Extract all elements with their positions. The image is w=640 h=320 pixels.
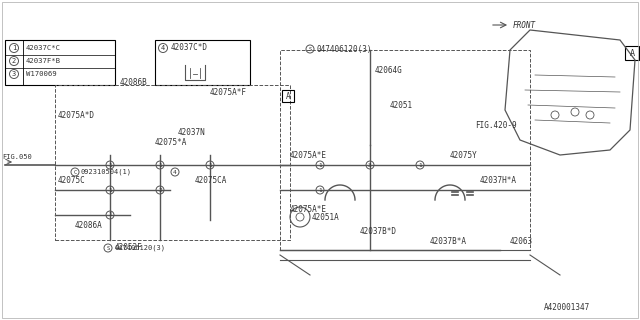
Text: 42075A*E: 42075A*E	[290, 205, 327, 214]
Text: 42075CA: 42075CA	[195, 175, 227, 185]
Text: 2: 2	[158, 188, 162, 193]
Text: A: A	[630, 49, 634, 58]
Text: S: S	[106, 245, 109, 251]
Text: 3: 3	[368, 163, 372, 167]
Text: 1: 1	[108, 188, 112, 193]
Text: 42051A: 42051A	[312, 212, 340, 221]
Text: S: S	[308, 46, 312, 52]
Text: 42086A: 42086A	[75, 220, 103, 229]
Text: 1: 1	[108, 212, 112, 218]
Text: 42075C: 42075C	[58, 175, 86, 185]
Text: 42086B: 42086B	[120, 77, 148, 86]
Text: 1: 1	[418, 163, 422, 167]
Text: 42075A*F: 42075A*F	[210, 87, 247, 97]
Text: FRONT: FRONT	[513, 20, 536, 29]
Text: 1: 1	[208, 163, 212, 167]
Text: 1: 1	[108, 163, 112, 167]
Text: 047406120(3): 047406120(3)	[114, 245, 165, 251]
Text: 42075Y: 42075Y	[450, 150, 477, 159]
Text: 2: 2	[12, 58, 16, 64]
Text: 42064G: 42064G	[375, 66, 403, 75]
Text: W170069: W170069	[26, 71, 56, 77]
Text: A420001347: A420001347	[544, 303, 590, 312]
Text: 42037N: 42037N	[178, 127, 205, 137]
Text: 4: 4	[173, 170, 177, 174]
Text: 42037C*D: 42037C*D	[171, 43, 208, 52]
Text: 3: 3	[12, 71, 16, 77]
Bar	[155, 40, 250, 85]
Text: 4: 4	[161, 45, 165, 51]
Bar	[55, 85, 290, 240]
Bar	[5, 40, 115, 85]
Text: A: A	[285, 92, 291, 100]
Bar	[625, 46, 639, 60]
Text: 1: 1	[318, 163, 322, 167]
Text: 42075A*D: 42075A*D	[58, 110, 95, 119]
Bar	[280, 50, 530, 250]
Text: 1: 1	[318, 188, 322, 193]
Text: 42051: 42051	[390, 100, 413, 109]
Text: 1: 1	[158, 163, 162, 167]
Text: 42063: 42063	[510, 237, 533, 246]
Text: 42037F*B: 42037F*B	[26, 58, 61, 64]
Text: 42037B*A: 42037B*A	[430, 237, 467, 246]
Text: FIG.420-9: FIG.420-9	[475, 121, 516, 130]
Text: 42037H*A: 42037H*A	[480, 175, 517, 185]
Text: 42037B*D: 42037B*D	[360, 228, 397, 236]
Text: FIG.050: FIG.050	[2, 154, 32, 160]
Text: 42075*A: 42075*A	[155, 138, 188, 147]
Bar	[282, 90, 294, 102]
Text: 092310504(1): 092310504(1)	[80, 169, 131, 175]
Text: 1: 1	[12, 45, 16, 51]
Text: 42075A*E: 42075A*E	[290, 150, 327, 159]
Text: 047406120(3): 047406120(3)	[316, 44, 371, 53]
Text: 42037C*C: 42037C*C	[26, 45, 61, 51]
Text: C: C	[74, 170, 77, 174]
Text: 42052F: 42052F	[115, 244, 143, 252]
